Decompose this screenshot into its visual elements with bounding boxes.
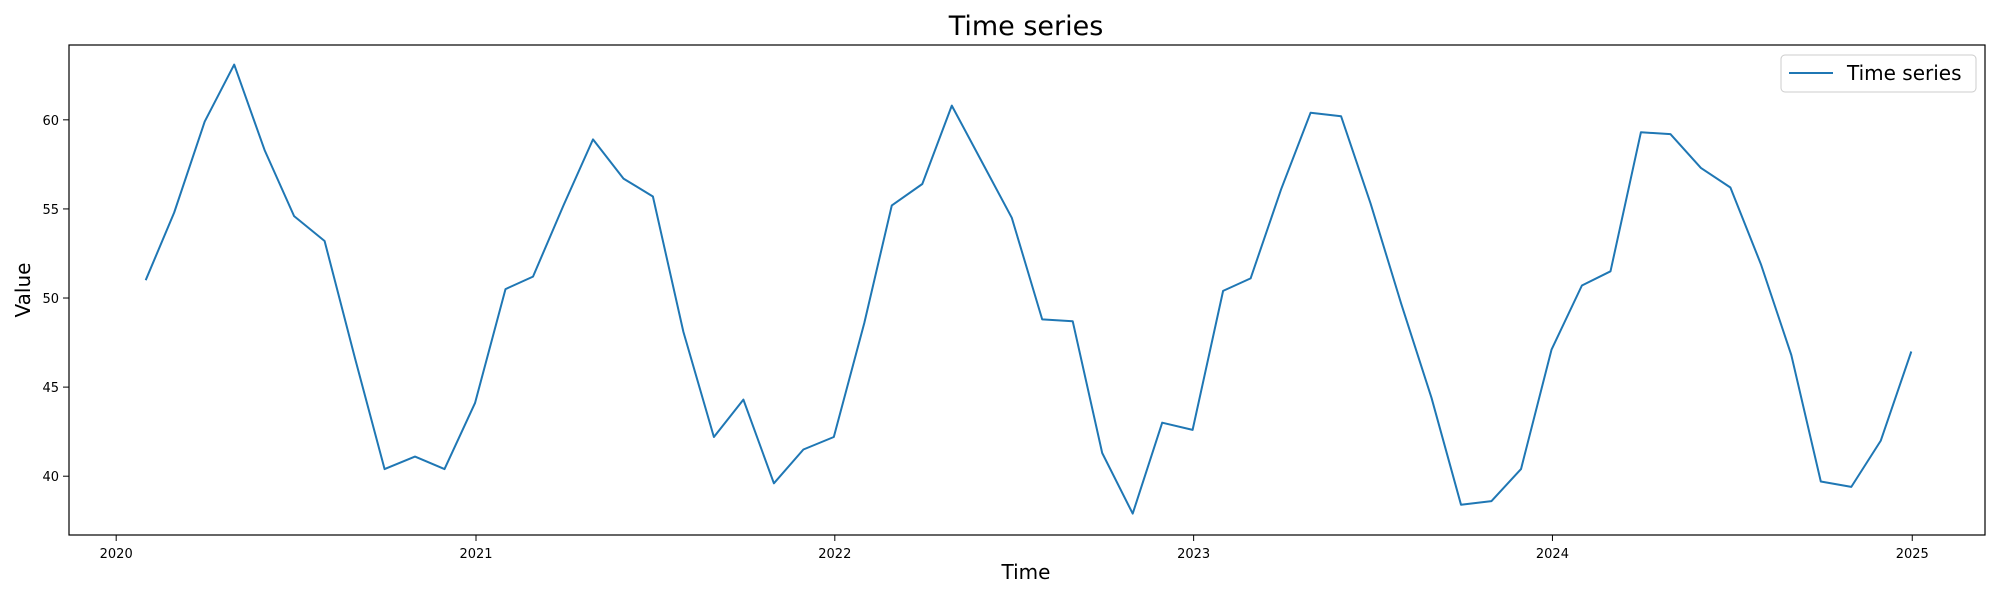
x-tick-label: 2025	[1896, 547, 1929, 562]
x-tick-label: 2022	[818, 547, 851, 562]
plot-area-frame	[68, 44, 1986, 536]
legend: Time series	[1780, 54, 1977, 93]
x-tick-label: 2021	[459, 547, 492, 562]
x-tick-label: 2023	[1177, 547, 1210, 562]
y-tick-label: 45	[42, 381, 59, 396]
legend-box	[1780, 54, 1977, 93]
legend-label: Time series	[1846, 61, 1962, 85]
y-tick-label: 50	[42, 292, 59, 307]
y-axis-label: Value	[11, 263, 35, 318]
x-axis-ticks: 2020 2021 2022 2023 2024 2025	[100, 535, 1929, 562]
x-tick-label: 2020	[100, 547, 133, 562]
y-axis-ticks: 40 45 50 55 60	[42, 114, 69, 485]
x-axis-label: Time	[1001, 560, 1051, 584]
chart-title: Time series	[948, 11, 1104, 42]
x-tick-label: 2024	[1536, 547, 1569, 562]
y-tick-label: 40	[42, 470, 59, 485]
y-tick-label: 60	[42, 114, 59, 129]
y-tick-label: 55	[42, 203, 59, 218]
series-line	[144, 63, 1913, 515]
